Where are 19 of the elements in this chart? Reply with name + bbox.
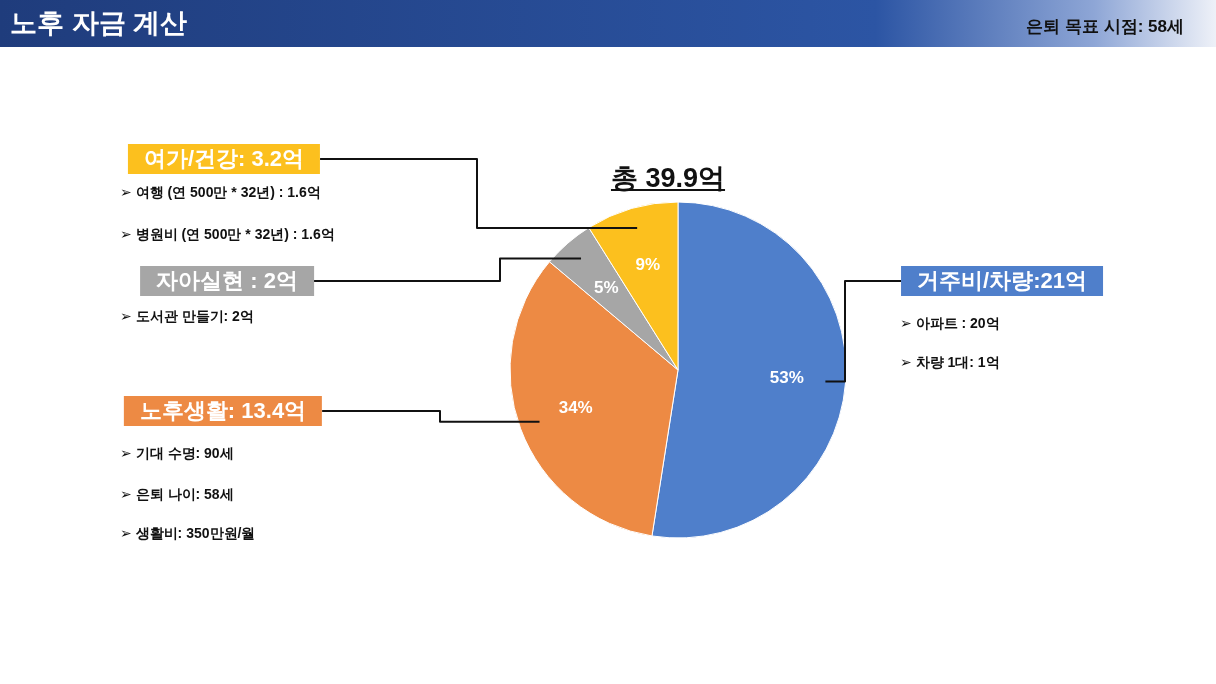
slice-label: 자아실현 : 2억	[140, 266, 314, 296]
data-label: 53%	[769, 368, 804, 388]
text: ➢ 여행 (연 500만 * 32년) : 1.6억	[120, 183, 321, 201]
slice-label: 노후생활: 13.4억	[123, 396, 323, 426]
text: 총 39.9억	[610, 162, 726, 195]
data-label: 34%	[558, 398, 593, 418]
text: ➢ 아파트 : 20억	[900, 314, 1000, 332]
text: ➢ 병원비 (연 500만 * 32년) : 1.6억	[120, 225, 335, 243]
chart-title: 노후 자금 계산	[10, 7, 188, 40]
slice-label: 여가/건강: 3.2억	[127, 144, 321, 174]
text: ➢ 도서관 만들기: 2억	[120, 307, 254, 325]
text: ➢ 차량 1대: 1억	[900, 353, 1000, 371]
text: 은퇴 목표 시점: 58세	[1026, 16, 1184, 38]
data-label: 9%	[635, 255, 661, 275]
slice-label: 거주비/차량:21억	[901, 266, 1103, 296]
data-label: 5%	[594, 277, 619, 297]
text: ➢ 은퇴 나이: 58세	[120, 485, 234, 503]
text: ➢ 기대 수명: 90세	[120, 444, 234, 462]
text: ➢ 생활비: 350만원/월	[120, 524, 256, 542]
